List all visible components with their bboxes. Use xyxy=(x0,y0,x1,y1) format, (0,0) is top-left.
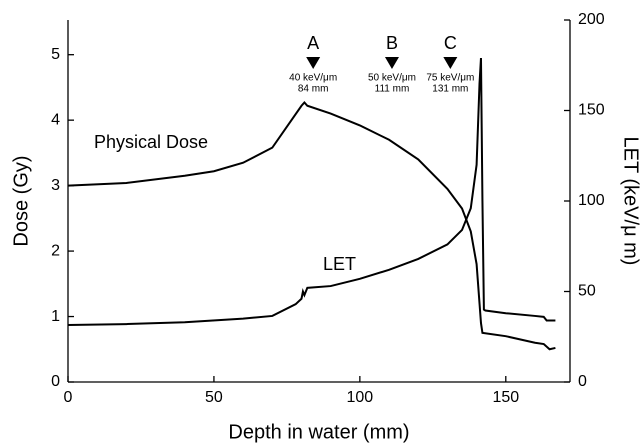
y-axis-title: Dose (Gy) xyxy=(10,155,32,246)
y2-tick-label: 200 xyxy=(578,11,605,28)
x-tick-label: 50 xyxy=(205,389,223,406)
data-line xyxy=(67,100,556,351)
marker-text: 50 keV/μm xyxy=(368,73,416,84)
series-label: LET xyxy=(323,254,356,274)
y2-tick-label: 0 xyxy=(578,373,587,390)
y-tick-label: 1 xyxy=(51,308,60,325)
y2-tick-label: 50 xyxy=(578,283,596,300)
series-label: Physical Dose xyxy=(94,132,208,152)
marker-label: B xyxy=(386,33,398,53)
y-tick-label: 0 xyxy=(51,373,60,390)
x-tick-label: 150 xyxy=(492,389,519,406)
marker-label: A xyxy=(307,33,319,53)
x-tick-label: 0 xyxy=(64,389,73,406)
x-tick-label: 100 xyxy=(347,389,374,406)
data-line xyxy=(67,57,556,326)
x-axis-title: Depth in water (mm) xyxy=(228,421,409,443)
y2-tick-label: 150 xyxy=(578,102,605,119)
y-tick-label: 4 xyxy=(51,111,60,128)
marker-text: 40 keV/μm xyxy=(289,73,337,84)
marker-triangle xyxy=(306,57,321,69)
y-tick-label: 3 xyxy=(51,177,60,194)
y-tick-label: 2 xyxy=(51,242,60,259)
marker-text: 75 keV/μm xyxy=(426,73,474,84)
marker-text: 111 mm xyxy=(375,84,410,95)
marker-label: C xyxy=(444,33,457,53)
marker-triangle xyxy=(443,57,458,69)
marker-text: 84 mm xyxy=(298,84,329,95)
y2-tick-label: 100 xyxy=(578,192,605,209)
marker-triangle xyxy=(384,57,399,69)
y-tick-label: 5 xyxy=(51,46,60,63)
marker-text: 131 mm xyxy=(432,84,468,95)
y2-axis-title: LET (keV/μ m) xyxy=(620,137,640,266)
